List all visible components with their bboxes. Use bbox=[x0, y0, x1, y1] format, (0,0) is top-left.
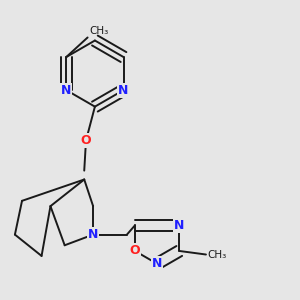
Text: N: N bbox=[152, 257, 162, 270]
Text: O: O bbox=[130, 244, 140, 257]
Text: N: N bbox=[118, 84, 129, 97]
Text: N: N bbox=[174, 219, 184, 232]
Text: N: N bbox=[88, 228, 98, 241]
Text: CH₃: CH₃ bbox=[89, 26, 109, 36]
Text: O: O bbox=[81, 134, 91, 147]
Text: CH₃: CH₃ bbox=[208, 250, 227, 260]
Text: N: N bbox=[61, 84, 71, 97]
